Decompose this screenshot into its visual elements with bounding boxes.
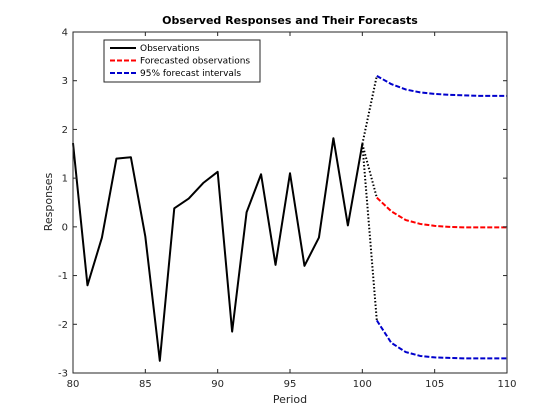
x-axis-label: Period	[273, 393, 307, 406]
y-tick-label: 0	[62, 222, 68, 233]
legend-label-1: Forecasted observations	[140, 57, 250, 67]
x-tick-label: 110	[497, 379, 516, 390]
y-tick-label: 1	[62, 174, 68, 185]
y-tick-label: -1	[58, 271, 68, 282]
y-tick-label: 2	[62, 125, 68, 136]
y-tick-label: -2	[58, 320, 68, 331]
series-line-1	[376, 196, 507, 229]
x-axis: 80 85 90 95 100 105 110	[67, 32, 517, 390]
y-axis-label: Responses	[42, 172, 55, 231]
x-tick-label: 90	[211, 379, 224, 390]
series-line-2	[376, 74, 507, 97]
x-tick-label: 95	[284, 379, 297, 390]
legend-label-0: Observations	[140, 44, 200, 54]
y-tick-label: 4	[62, 28, 68, 39]
y-tick-label: -3	[58, 369, 68, 380]
series-line-5	[361, 143, 378, 321]
legend-label-2: 95% forecast intervals	[140, 69, 241, 79]
legend: Observations Forecasted observations 95% f…	[103, 39, 261, 83]
series-line-6	[361, 143, 378, 198]
x-tick-label: 80	[67, 379, 80, 390]
series-layer	[72, 74, 507, 362]
chart-title: Observed Responses and Their Forecasts	[162, 14, 418, 27]
x-tick-label: 100	[353, 379, 372, 390]
series-line-0	[72, 137, 364, 362]
x-tick-label: 105	[425, 379, 444, 390]
y-tick-label: 3	[62, 76, 68, 87]
y-axis: -3 -2 -1 0 1 2 3 4	[58, 28, 507, 380]
x-tick-label: 85	[139, 379, 152, 390]
series-line-3	[375, 319, 507, 360]
series-line-4	[361, 75, 378, 145]
